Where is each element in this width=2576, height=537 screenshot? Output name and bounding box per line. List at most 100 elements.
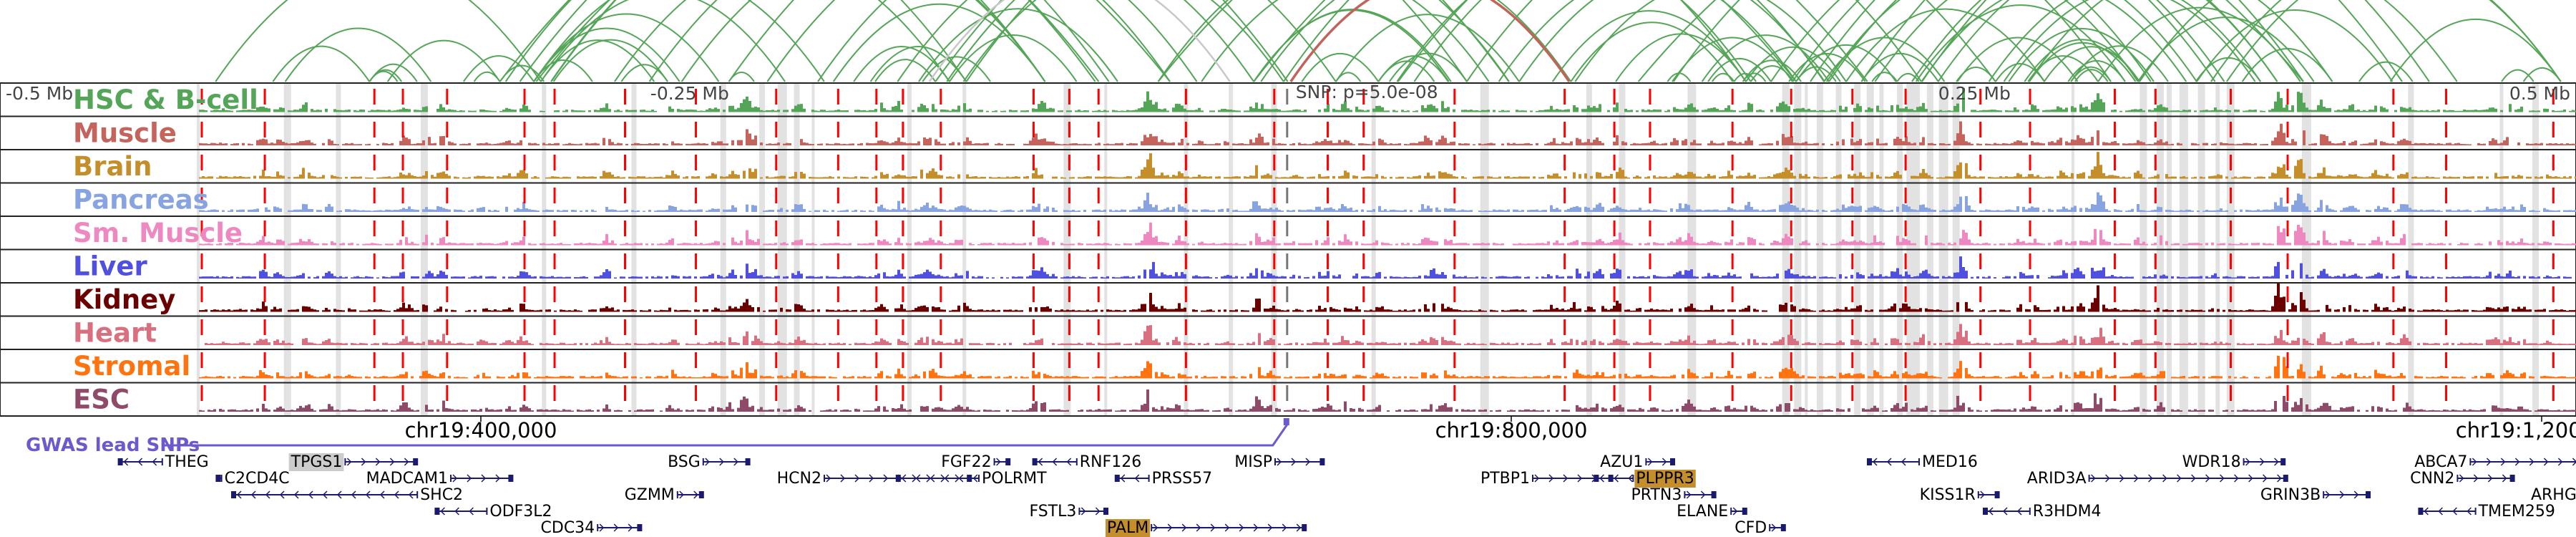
loop-arc [1711, 72, 1735, 82]
gene-gzmm[interactable]: GZMM [625, 486, 704, 504]
gene-highlight [1634, 470, 1696, 488]
loop-arc [2195, 57, 2261, 82]
gene-label[interactable]: RNF126 [1080, 453, 1141, 471]
loop-arc [1788, 53, 1866, 82]
gene-cnn2[interactable]: CNN2 [2410, 470, 2515, 488]
loop-arc [2210, 0, 2562, 82]
strand-arrow-left-icon [293, 490, 299, 499]
gene-r3hdm4[interactable]: R3HDM4 [1983, 503, 2102, 521]
strand-arrow-right-icon [1548, 474, 1554, 483]
gene-label[interactable]: POLRMT [982, 470, 1047, 488]
gene-odf3l2[interactable]: ODF3L2 [434, 503, 552, 521]
loop-arc [1253, 9, 1450, 82]
gene-label[interactable]: PTBP1 [1480, 470, 1530, 488]
track-label: Kidney [73, 284, 175, 315]
gene-label[interactable]: SHC2 [420, 486, 463, 504]
gene-label[interactable]: AZU1 [1600, 453, 1643, 471]
gene-arid3a[interactable]: ARID3A [2027, 470, 2288, 488]
gene-ptbp1[interactable]: PTBP1 [1480, 470, 1614, 488]
gene-fstl3[interactable]: FSTL3 [1029, 503, 1108, 521]
gene-c2cd4c[interactable]: C2CD4C [215, 470, 290, 488]
gene-label[interactable]: PALM [1107, 519, 1148, 537]
gene-label[interactable]: TMEM259 [2478, 503, 2555, 521]
gene-label[interactable]: GRIN3B [2260, 486, 2321, 504]
loop-arc [946, 0, 1337, 82]
gene-prss57[interactable]: PRSS57 [1114, 470, 1212, 488]
gene-label[interactable]: WDR18 [2182, 453, 2241, 471]
strand-arrow-right-icon [2162, 474, 2167, 483]
gene-cfd[interactable]: CFD [1735, 519, 1786, 537]
gene-label[interactable]: CDC34 [541, 519, 595, 537]
gene-palm[interactable]: PALM [1106, 519, 1307, 537]
strand-arrow-right-icon [2325, 490, 2331, 499]
gene-label[interactable]: ARID3A [2027, 470, 2087, 488]
gene-highlight [1106, 519, 1151, 537]
strand-arrow-right-icon [2105, 474, 2110, 483]
gene-azu1[interactable]: AZU1 [1600, 453, 1675, 471]
gene-rnf126[interactable]: RNF126 [1032, 453, 1142, 471]
strand-arrow-left-icon [972, 474, 978, 483]
gene-label[interactable]: CNN2 [2410, 470, 2454, 488]
gene-label[interactable]: MED16 [1922, 453, 1978, 471]
gene-theg[interactable]: THEG [117, 453, 209, 471]
strand-arrow-left-icon [2016, 507, 2022, 516]
loop-arc [552, 39, 668, 82]
gene-label[interactable]: ODF3L2 [489, 503, 552, 521]
gene-label[interactable]: ARHGAP45 [2531, 486, 2576, 504]
gene-wdr18[interactable]: WDR18 [2182, 453, 2286, 471]
gene-prtn3[interactable]: PRTN3 [1631, 486, 1717, 504]
gene-label[interactable]: GZMM [625, 486, 675, 504]
gene-label[interactable]: THEG [165, 453, 209, 471]
gene-label[interactable]: ABCA7 [2414, 453, 2467, 471]
gene-label[interactable]: BSG [668, 453, 701, 471]
strand-arrow-left-icon [1066, 458, 1072, 466]
strand-arrow-right-icon [1296, 523, 1302, 532]
gene-label[interactable]: PRSS57 [1152, 470, 1212, 488]
gene-label[interactable]: KISS1R [1920, 486, 1976, 504]
gene-arhgap45[interactable]: ARHGAP45 [2531, 486, 2576, 504]
gene-misp[interactable]: MISP [1234, 453, 1325, 471]
gene-label[interactable]: FGF22 [941, 453, 991, 471]
gene-kiss1r[interactable]: KISS1R [1920, 486, 2000, 504]
gene-cdc34[interactable]: CDC34 [541, 519, 643, 537]
gene-label[interactable]: PRTN3 [1631, 486, 1682, 504]
strand-arrow-right-icon [2500, 458, 2506, 466]
gene-elane[interactable]: ELANE [1677, 503, 1747, 521]
gene-grin3b[interactable]: GRIN3B [2260, 486, 2371, 504]
gene-med16[interactable]: MED16 [1867, 453, 1978, 471]
strand-arrow-left-icon [2452, 507, 2457, 516]
gene-label[interactable]: HCN2 [777, 470, 821, 488]
loop-arc [1750, 65, 1795, 82]
strand-arrow-right-icon [705, 458, 710, 466]
gene-label[interactable]: TPGS1 [291, 453, 343, 471]
gene-fgf22[interactable]: FGF22 [941, 453, 1011, 471]
strand-arrow-left-icon [1872, 458, 1878, 466]
gene-tmem259[interactable]: TMEM259 [2418, 503, 2555, 521]
gene-label[interactable]: C2CD4C [225, 470, 290, 488]
gene-exon [413, 458, 418, 465]
gene-polrmt[interactable]: POLRMT [895, 470, 1047, 488]
gene-madcam1[interactable]: MADCAM1 [366, 470, 514, 488]
gene-tpgs1[interactable]: TPGS1 [288, 453, 419, 471]
gene-shc2[interactable]: SHC2 [231, 486, 463, 504]
strand-arrow-right-icon [1282, 523, 1287, 532]
gene-abca7[interactable]: ABCA7 [2414, 453, 2576, 471]
strand-arrow-right-icon [2091, 474, 2096, 483]
loop-arc [1301, 53, 1380, 82]
strand-arrow-left-icon [930, 474, 935, 483]
gene-label[interactable]: CFD [1735, 519, 1767, 537]
gene-label[interactable]: R3HDM4 [2033, 503, 2102, 521]
gene-label[interactable]: ELANE [1677, 503, 1728, 521]
loop-arc [284, 27, 432, 82]
gwas-snp-marker[interactable] [1283, 418, 1289, 425]
chromatin-loop-arcs [215, 0, 2562, 82]
gene-label[interactable]: FSTL3 [1029, 503, 1076, 521]
loop-arc [1770, 0, 2152, 82]
gene-plppr3[interactable]: PLPPR3 [1594, 470, 1696, 488]
gene-bsg[interactable]: BSG [668, 453, 751, 471]
gene-label[interactable]: PLPPR3 [1636, 470, 1694, 488]
loop-arc [1672, 0, 2112, 82]
strand-arrow-left-icon [901, 474, 907, 483]
gene-label[interactable]: MISP [1234, 453, 1272, 471]
gene-label[interactable]: MADCAM1 [366, 470, 448, 488]
